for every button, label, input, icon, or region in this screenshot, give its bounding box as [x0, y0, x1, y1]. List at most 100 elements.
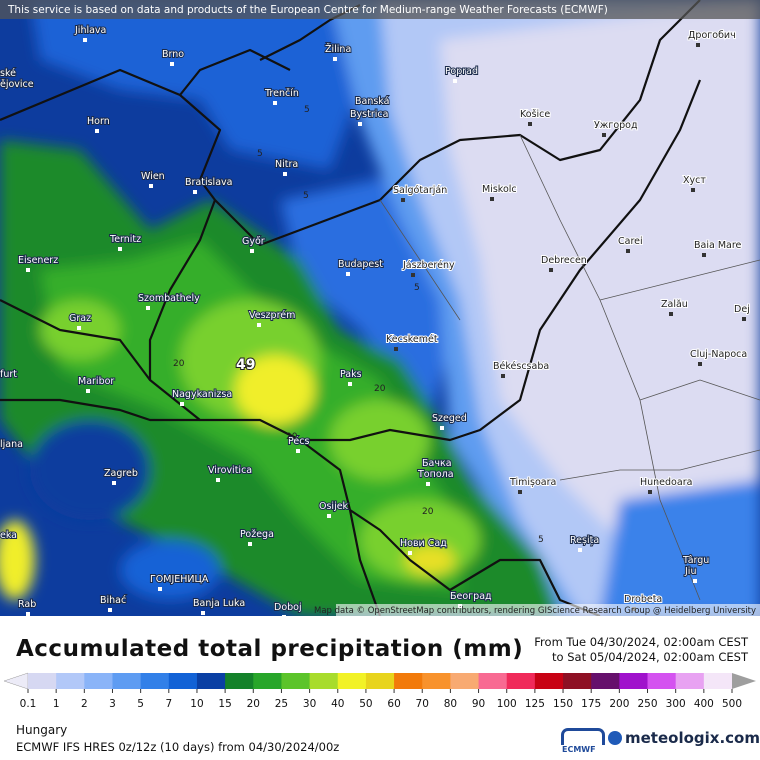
contour-label: 5	[414, 283, 420, 293]
contour-label: 5	[538, 535, 544, 545]
city-label: Ужгород	[594, 120, 638, 131]
scale-swatch	[28, 673, 57, 689]
city-label: Maribor	[78, 376, 114, 387]
scale-label: 70	[416, 698, 429, 710]
city-label: Dej	[734, 304, 750, 315]
city-dot	[346, 272, 350, 276]
city-label: Paks	[340, 369, 362, 380]
scale-label: 10	[190, 698, 203, 710]
map-attribution: Map data © OpenStreetMap contributors, r…	[314, 606, 756, 616]
scale-label: 1	[53, 698, 60, 710]
city-label: Salgótarján	[393, 185, 447, 196]
scale-arrow-left	[3, 672, 29, 690]
scale-swatch	[225, 673, 254, 689]
map-title: Accumulated total precipitation (mm)	[16, 636, 524, 662]
city-label: Debrecen	[541, 255, 587, 266]
city-label: Бачка	[422, 458, 452, 469]
city-dot	[282, 615, 286, 616]
city-label: ГОМЈЕНИЦА	[150, 574, 209, 585]
city-dot	[358, 122, 362, 126]
contour-label: 5	[303, 191, 309, 201]
scale-swatch	[703, 673, 733, 689]
city-dot	[95, 129, 99, 133]
city-label: Doboj	[274, 602, 302, 613]
scale-swatch	[591, 673, 620, 689]
city-dot	[578, 548, 582, 552]
city-dot	[170, 62, 174, 66]
city-label: Bystrica	[350, 109, 388, 120]
city-dot	[401, 198, 405, 202]
maximum-label: 49	[236, 357, 255, 373]
city-label: Banská	[355, 96, 389, 107]
city-dot	[250, 249, 254, 253]
city-label: Ternitz	[109, 234, 141, 245]
city-label: Дрогобич	[688, 30, 736, 41]
city-dot	[394, 347, 398, 351]
scale-swatch	[168, 673, 198, 689]
city-label: Békéscsaba	[493, 361, 549, 372]
city-label: Poprad	[445, 66, 478, 77]
city-dot	[201, 611, 205, 615]
city-dot	[440, 426, 444, 430]
city-dot	[146, 306, 150, 310]
scale-label: 25	[275, 698, 288, 710]
city-dot	[149, 184, 153, 188]
city-dot	[602, 133, 606, 137]
city-dot	[257, 323, 261, 327]
contour-label: 20	[286, 432, 298, 442]
city-label: Reșița	[570, 535, 599, 546]
city-label: ské	[0, 68, 16, 79]
city-label: Hunedoara	[640, 477, 692, 488]
scale-label: 175	[581, 698, 601, 710]
city-label: Београд	[450, 591, 492, 602]
city-dot	[112, 481, 116, 485]
city-label: furt	[0, 369, 17, 380]
scale-label: 60	[387, 698, 400, 710]
city-dot	[693, 579, 697, 583]
service-notice: This service is based on data and produc…	[7, 4, 608, 16]
city-label: Žilina	[325, 43, 351, 55]
scale-label: 500	[722, 698, 742, 710]
scale-swatch	[56, 673, 85, 689]
city-dot	[83, 38, 87, 42]
city-label: Virovitica	[208, 465, 252, 476]
city-label: Carei	[618, 236, 643, 247]
city-label: Нови Сад	[400, 538, 447, 549]
city-dot	[411, 273, 415, 277]
city-dot	[108, 608, 112, 612]
city-label: Jiu	[684, 566, 696, 577]
scale-swatch	[140, 673, 170, 689]
scale-swatch	[534, 673, 564, 689]
city-label: Cluj-Napoca	[690, 349, 747, 360]
city-dot	[296, 449, 300, 453]
scale-swatch	[506, 673, 536, 689]
city-dot	[490, 197, 494, 201]
city-label: ljana	[0, 439, 23, 450]
scale-swatch	[563, 673, 592, 689]
city-label: Horn	[87, 116, 110, 127]
city-label: eka	[0, 530, 17, 541]
scale-label: 15	[218, 698, 231, 710]
scale-label: 3	[109, 698, 116, 710]
scale-label: 40	[331, 698, 344, 710]
city-label: Kecskemét	[386, 334, 438, 345]
scale-swatch	[337, 673, 367, 689]
city-dot	[408, 551, 412, 555]
scale-swatch	[478, 673, 508, 689]
city-dot	[180, 402, 184, 406]
city-label: Szeged	[432, 413, 467, 424]
city-label: Győr	[242, 236, 265, 247]
city-dot	[26, 612, 30, 616]
period-from: From Tue 04/30/2024, 02:00am CEST	[534, 635, 748, 649]
scale-swatch	[253, 673, 282, 689]
city-dot	[626, 249, 630, 253]
city-label: Budapest	[338, 259, 383, 270]
scale-label: 200	[609, 698, 629, 710]
city-dot	[327, 514, 331, 518]
contour-label: 5	[304, 105, 310, 115]
city-label: Banja Luka	[193, 598, 245, 609]
city-label: Nitra	[275, 159, 298, 170]
city-label: Szombathely	[138, 293, 200, 304]
city-label: Timișoara	[509, 477, 556, 488]
